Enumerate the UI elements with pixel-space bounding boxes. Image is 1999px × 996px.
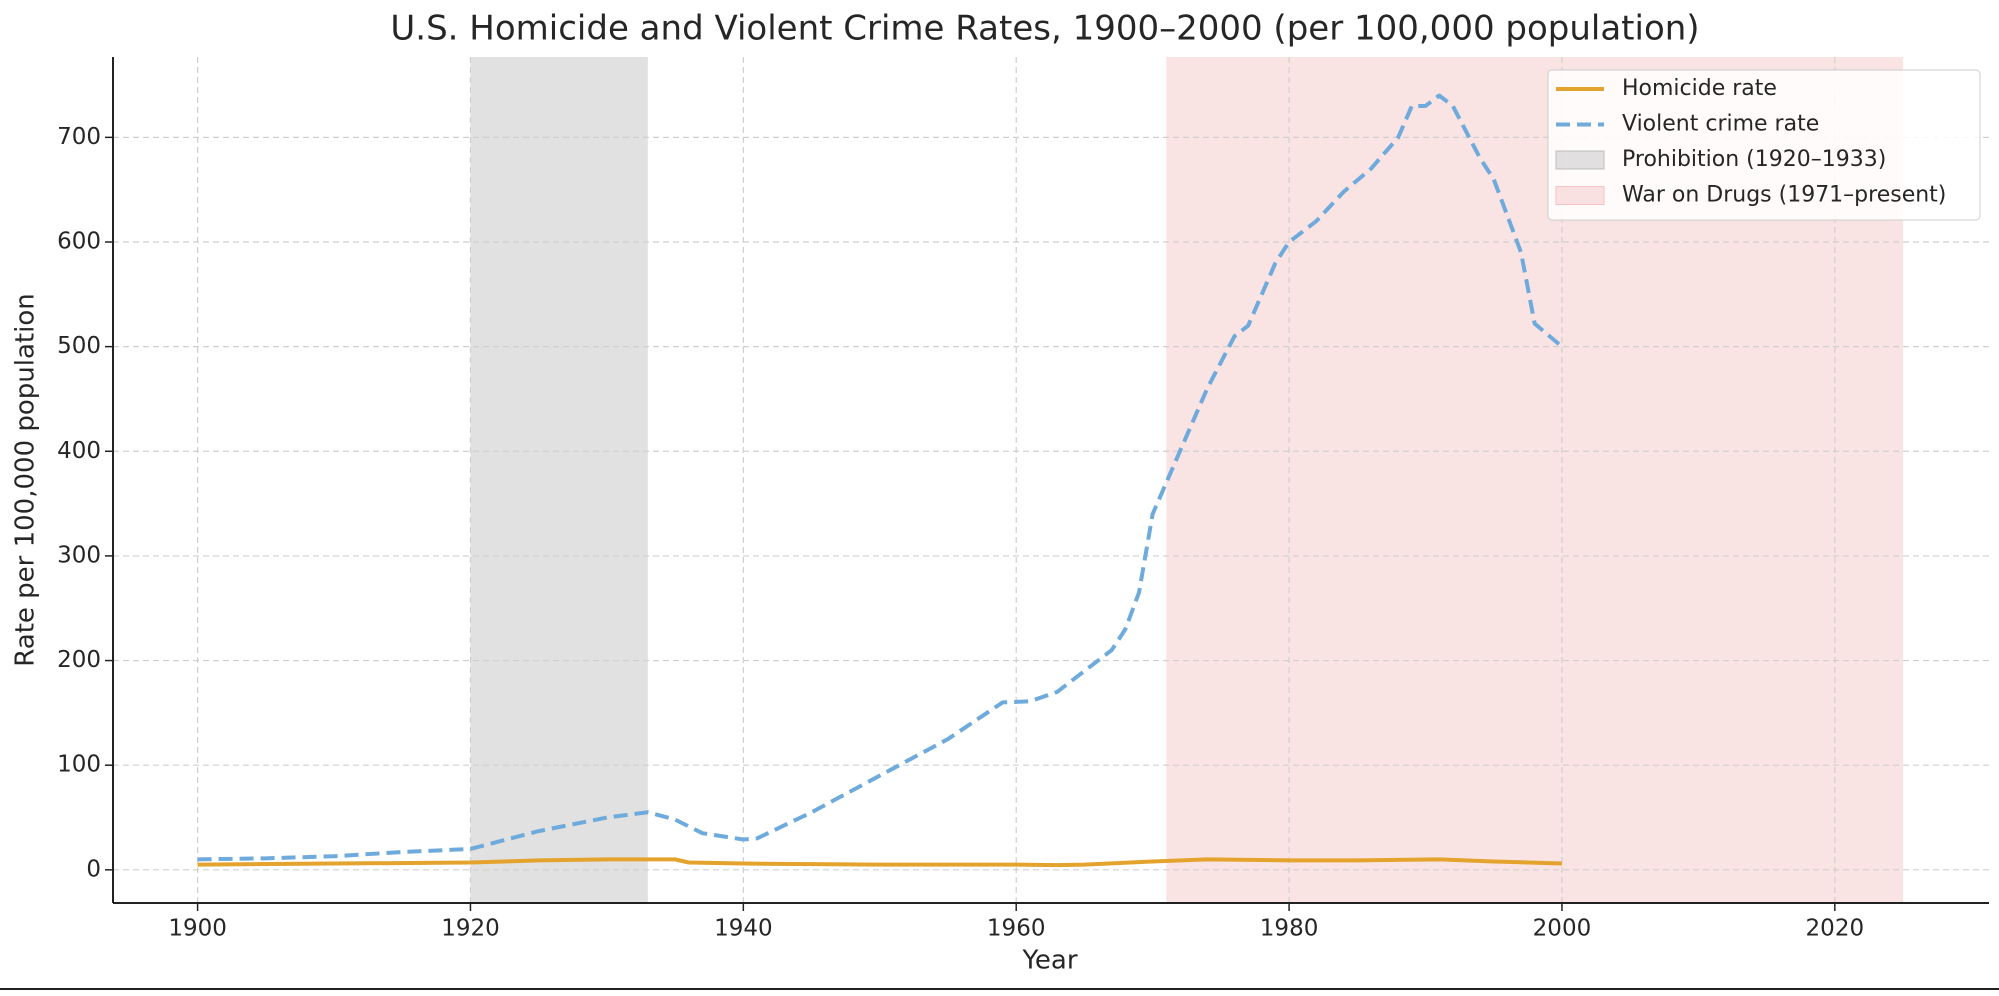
legend-label: War on Drugs (1971–present) <box>1622 183 1946 208</box>
y-tick-label: 500 <box>57 333 101 359</box>
y-tick-label: 0 <box>86 856 101 882</box>
legend-label: Violent crime rate <box>1622 112 1819 137</box>
x-tick-label: 1920 <box>441 916 500 942</box>
x-tick-label: 1900 <box>168 916 227 942</box>
x-tick-label: 1980 <box>1260 916 1319 942</box>
x-tick-label: 2000 <box>1533 916 1592 942</box>
x-tick-label: 1940 <box>714 916 773 942</box>
x-axis-label: Year <box>1021 946 1077 976</box>
legend-label: Prohibition (1920–1933) <box>1622 147 1886 172</box>
legend-swatch <box>1555 150 1605 170</box>
y-tick-label: 100 <box>57 752 101 778</box>
shaded-span <box>470 57 648 903</box>
chart-title: U.S. Homicide and Violent Crime Rates, 1… <box>390 9 1699 49</box>
data-line <box>197 93 1564 862</box>
y-tick-label: 700 <box>57 124 101 150</box>
y-axis-label: Rate per 100,000 population <box>11 293 41 666</box>
y-tick-label: 600 <box>57 229 101 255</box>
x-tick-label: 1960 <box>987 916 1046 942</box>
y-tick-label: 200 <box>57 647 101 673</box>
legend-box <box>1547 69 1981 221</box>
y-tick-label: 400 <box>57 438 101 464</box>
legend-label: Homicide rate <box>1622 76 1777 101</box>
data-line <box>197 857 1563 868</box>
legend-swatch <box>1555 186 1605 205</box>
y-tick-label: 300 <box>57 542 101 568</box>
x-tick-label: 2020 <box>1806 916 1865 942</box>
